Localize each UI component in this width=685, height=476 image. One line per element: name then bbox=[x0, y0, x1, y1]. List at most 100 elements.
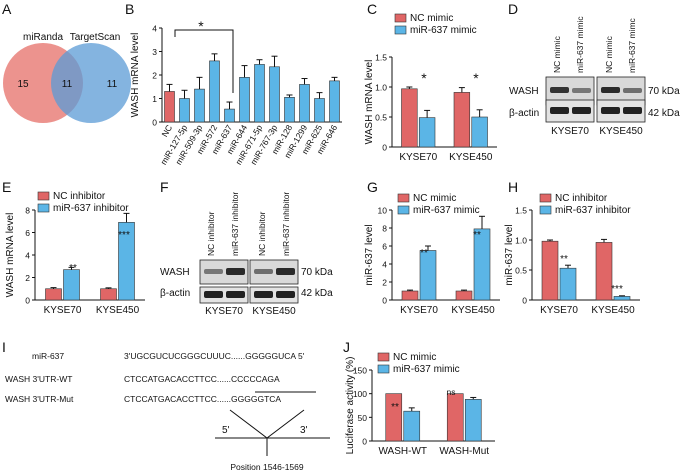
bar bbox=[314, 98, 325, 123]
x-tick-label: WASH-Mut bbox=[439, 446, 489, 457]
legend-label: NC mimic bbox=[413, 193, 456, 204]
group-label: KYSE70 bbox=[205, 306, 243, 317]
venn-count-overlap: 11 bbox=[62, 79, 73, 90]
y-tick-label: 1 bbox=[152, 94, 157, 104]
panel-letter-i: I bbox=[2, 339, 6, 355]
legend-label: miR-637 inhibitor bbox=[53, 203, 129, 214]
bar bbox=[455, 290, 473, 301]
lane-label: NC mimic bbox=[604, 35, 614, 73]
y-tick-label: 1.5 bbox=[515, 206, 527, 216]
bar bbox=[453, 92, 471, 148]
wash-band bbox=[276, 268, 295, 275]
bracket-line bbox=[174, 29, 234, 93]
sig-marker: ** bbox=[473, 230, 481, 241]
bar bbox=[446, 393, 464, 442]
sig-marker: * bbox=[473, 70, 479, 86]
bar bbox=[299, 84, 310, 123]
utr-branch bbox=[229, 409, 305, 439]
legend-label: NC mimic bbox=[410, 13, 453, 24]
legend-label: NC inhibitor bbox=[555, 193, 608, 204]
panel-letter-a: A bbox=[2, 1, 12, 17]
bar bbox=[254, 64, 265, 123]
seq-label: miR-637 bbox=[32, 351, 64, 361]
row-label-wash: WASH bbox=[509, 86, 539, 97]
sig-marker: ** bbox=[560, 254, 568, 265]
wash-band bbox=[601, 87, 620, 93]
panel-letter-h: H bbox=[508, 179, 518, 195]
x-tick-label: KYSE70 bbox=[400, 305, 438, 316]
sig-marker: ** bbox=[391, 402, 399, 413]
panel-letter-j: J bbox=[343, 339, 350, 355]
y-tick-label: 0.5 bbox=[515, 266, 527, 276]
x-tick-label: KYSE70 bbox=[44, 305, 82, 316]
y-axis-label: WASH mRNA level bbox=[5, 213, 16, 298]
y-tick-label: 4 bbox=[152, 24, 157, 34]
row-label-actin: β-actin bbox=[509, 108, 539, 119]
wash-band bbox=[226, 268, 245, 275]
lane-label: NC inhibitor bbox=[206, 211, 216, 256]
blot-box bbox=[545, 99, 595, 123]
wash-band bbox=[550, 87, 569, 93]
y-tick-label: 1.0 bbox=[375, 83, 387, 93]
lane-label: NC inhibitor bbox=[257, 211, 267, 256]
y-tick-label: 2 bbox=[382, 278, 387, 288]
x-tick-label: KYSE450 bbox=[591, 305, 635, 316]
legend-swatch bbox=[37, 203, 50, 213]
y-tick-label: 6 bbox=[25, 228, 30, 238]
y-tick-label: 4 bbox=[382, 260, 387, 270]
y-tick-label: 0 bbox=[382, 143, 387, 153]
western-blot-d: NC mimic miR-637 mimic NC mimic miR-637 … bbox=[509, 16, 680, 137]
sig-marker: * bbox=[421, 70, 427, 86]
legend-label: NC inhibitor bbox=[53, 191, 106, 202]
legend-swatch bbox=[377, 364, 390, 374]
x-tick-label: KYSE70 bbox=[540, 305, 578, 316]
wash-band bbox=[572, 88, 591, 93]
y-axis-label: Luciferase activity (%) bbox=[345, 357, 356, 455]
actin-band bbox=[623, 107, 642, 114]
y-axis-label: miR-637 level bbox=[364, 224, 375, 285]
seq-text: CTCCATGACACCTTCC......GGGGGTCA bbox=[124, 394, 281, 404]
venn-count-targetscan-only: 11 bbox=[107, 79, 118, 90]
five-prime-label: 5' bbox=[222, 425, 230, 436]
bar bbox=[209, 60, 220, 123]
sequence-alignment: miR-637 3'UGCGUCUCGGGCUUUC......GGGGGUCA… bbox=[5, 351, 330, 472]
legend-swatch bbox=[397, 205, 410, 215]
bar bbox=[418, 117, 436, 148]
y-axis-label: miR-637 level bbox=[504, 224, 515, 285]
actin-band bbox=[601, 107, 620, 114]
y-tick-label: 150 bbox=[353, 366, 367, 376]
group-label: KYSE450 bbox=[252, 306, 296, 317]
actin-band bbox=[254, 291, 273, 298]
legend-label: miR-637 inhibitor bbox=[555, 205, 631, 216]
y-tick-label: 0 bbox=[152, 118, 157, 128]
actin-band bbox=[572, 107, 591, 114]
kda-label: 42 kDa bbox=[301, 288, 333, 299]
bar bbox=[595, 242, 613, 301]
significance-star: * bbox=[198, 18, 204, 34]
seq-text: 3'UGCGUCUCGGGCUUUC......GGGGGUCA 5' bbox=[124, 351, 305, 361]
bar bbox=[464, 399, 482, 442]
row-label-wash: WASH bbox=[160, 267, 190, 278]
group-label: KYSE450 bbox=[599, 126, 643, 137]
lane-label: miR-637 mimc bbox=[627, 17, 637, 73]
legend-swatch bbox=[539, 205, 552, 215]
y-tick-label: 1.5 bbox=[375, 53, 387, 63]
bar bbox=[329, 80, 340, 123]
y-tick-label: 2 bbox=[25, 273, 30, 283]
blot-box bbox=[596, 99, 646, 123]
sig-marker: ns bbox=[447, 387, 456, 397]
venn-circle-targetscan bbox=[51, 43, 131, 123]
x-tick-label: KYSE450 bbox=[96, 305, 140, 316]
y-axis-label: WASH mRNA level bbox=[130, 33, 141, 118]
seq-label: WASH 3'UTR-Mut bbox=[5, 394, 74, 404]
legend-swatch bbox=[397, 193, 410, 203]
lane-label: miR-637 inhibitor bbox=[281, 192, 291, 256]
row-label-actin: β-actin bbox=[160, 288, 190, 299]
y-tick-label: 0 bbox=[522, 296, 527, 306]
position-label: Position 1546-1569 bbox=[230, 462, 304, 472]
y-tick-label: 6 bbox=[382, 242, 387, 252]
chart-e: 0 2 4 6 8 WASH mRNA level KYSE70 KYSE450 NC inhi… bbox=[5, 191, 145, 316]
bar bbox=[401, 290, 419, 301]
